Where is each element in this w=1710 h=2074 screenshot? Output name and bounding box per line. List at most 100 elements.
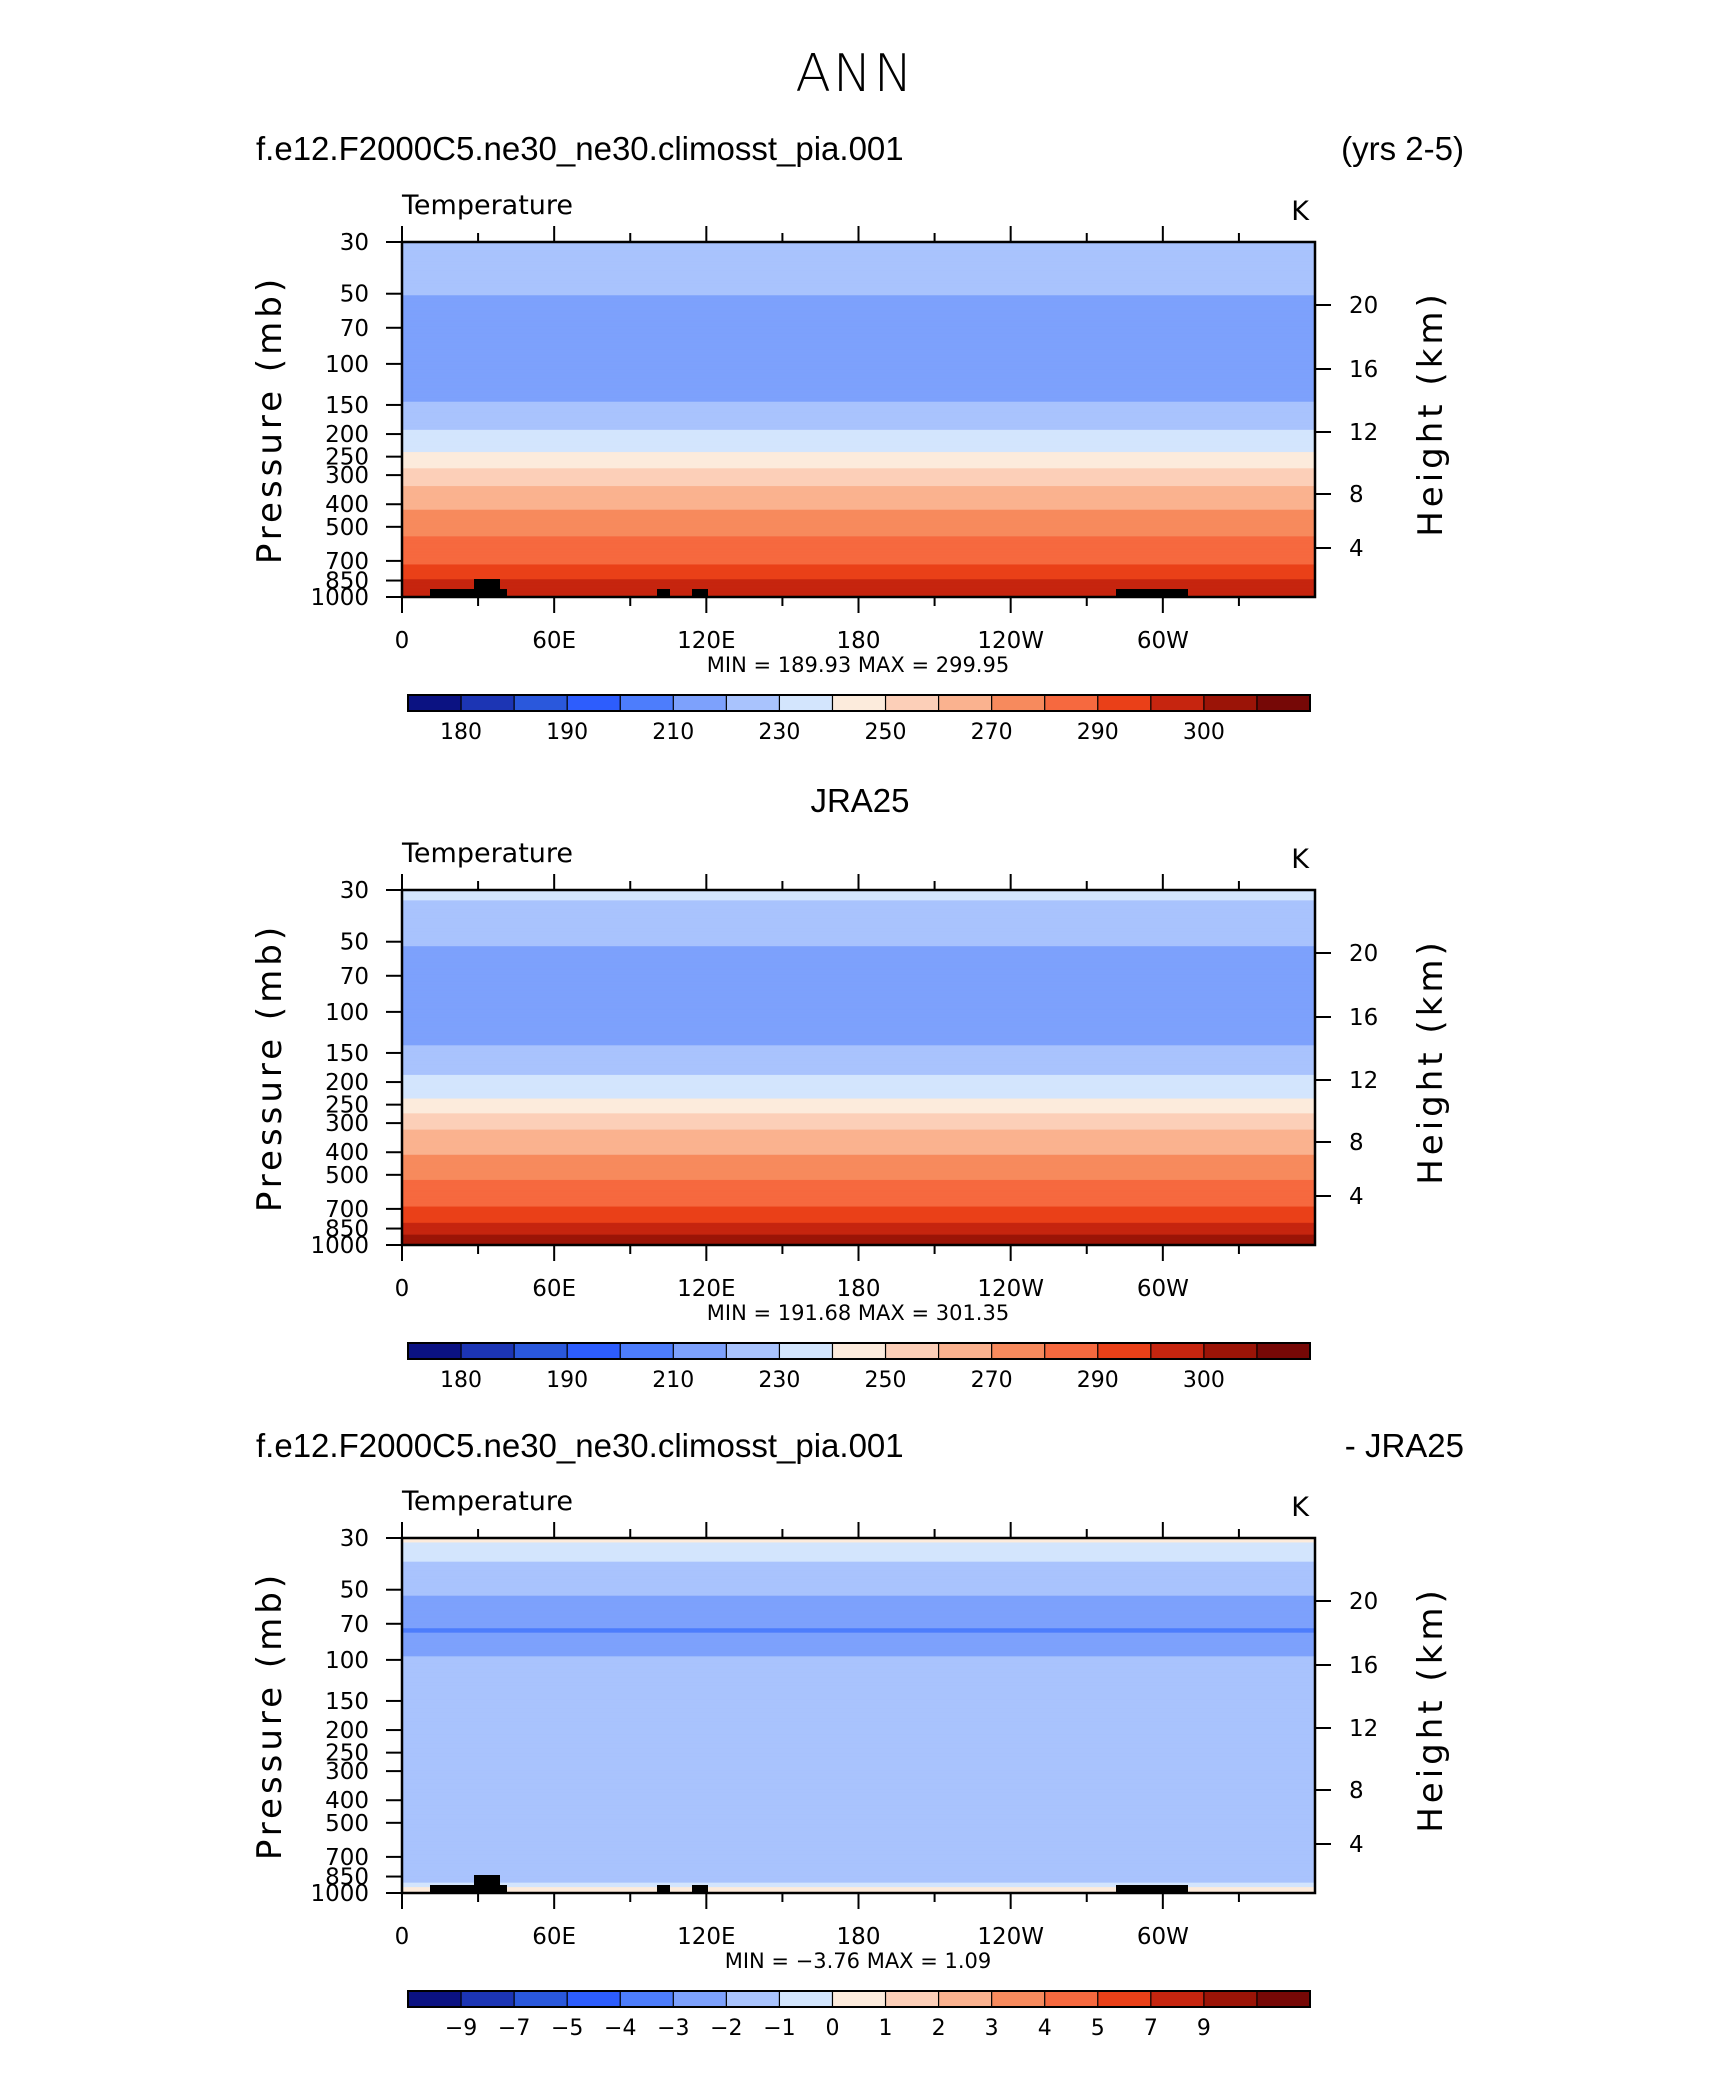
contour-band <box>402 247 1315 250</box>
contour-band <box>402 562 1315 566</box>
contour-band <box>402 1790 1315 1794</box>
contour-band <box>402 1870 1315 1873</box>
contour-band <box>402 315 1315 319</box>
contour-band <box>402 1718 1315 1721</box>
contour-band <box>402 404 1315 407</box>
contour-band <box>402 1611 1315 1615</box>
colorbar: 180 190 210 230 250 270 290 300 <box>407 1342 1311 1393</box>
contour-band <box>402 1663 1315 1666</box>
panel3-case-caption: f.e12.F2000C5.ne30_ne30.climosst_pia.001 <box>256 1427 904 1464</box>
contour-band <box>402 586 1315 589</box>
contour-band <box>402 1129 1315 1132</box>
contour-band <box>402 1068 1315 1072</box>
contour-band <box>402 1684 1315 1687</box>
contour-band <box>402 443 1315 446</box>
contour-band <box>402 450 1315 453</box>
contour-band <box>402 1011 1315 1014</box>
contour-band <box>402 1070 1315 1073</box>
contour-band <box>402 531 1315 534</box>
contour-band <box>402 1731 1315 1734</box>
y-tick-label: 1000 <box>310 1881 369 1907</box>
contour-band <box>402 915 1315 918</box>
contour-band <box>402 906 1315 909</box>
contour-band <box>402 947 1315 950</box>
contour-band <box>402 1178 1315 1181</box>
y-tick-label: 250 <box>325 1741 369 1767</box>
contour-band <box>402 1823 1315 1826</box>
contour-band <box>402 308 1315 311</box>
contour-band <box>402 1055 1315 1058</box>
contour-band <box>402 1131 1315 1134</box>
contour-band <box>402 407 1315 410</box>
contour-band <box>402 1165 1315 1168</box>
colorbar-swatch <box>513 1990 569 2008</box>
contour-band <box>402 1196 1315 1199</box>
contour-band <box>402 412 1315 415</box>
contour-band <box>402 518 1315 521</box>
colorbar-swatch <box>991 694 1046 712</box>
contour-band <box>402 1071 1315 1075</box>
y-tick-label: 200 <box>325 1070 369 1096</box>
contour-band <box>402 438 1315 441</box>
contour-band <box>402 940 1315 943</box>
contour-band <box>402 1785 1315 1788</box>
contour-band <box>402 1770 1315 1773</box>
y-tick-label: 150 <box>325 393 369 419</box>
contour-band <box>402 392 1315 395</box>
contour-band <box>402 1570 1315 1573</box>
colorbar-swatch <box>460 694 516 712</box>
colorbar-swatch <box>937 694 993 712</box>
contour-band <box>402 892 1315 896</box>
contour-band <box>402 1677 1315 1680</box>
contour-band <box>402 281 1315 285</box>
contour-band <box>402 1100 1315 1103</box>
colorbar-swatch <box>778 1342 834 1360</box>
contour-band <box>402 457 1315 461</box>
y-tick-label: 100 <box>325 352 369 378</box>
y-tick-label: 300 <box>325 463 369 489</box>
contour-band <box>402 546 1315 549</box>
contour-band <box>402 349 1315 353</box>
contour-band <box>402 1125 1315 1128</box>
contour-band <box>402 1543 1315 1546</box>
colorbar: 180 190 210 230 250 270 290 300 <box>407 694 1311 745</box>
contour-band <box>402 1147 1315 1150</box>
colorbar-swatch <box>619 694 675 712</box>
colorbar-label: 250 <box>865 720 907 745</box>
contour-band <box>402 1869 1315 1872</box>
contour-band <box>402 912 1315 915</box>
contour-band <box>402 1549 1315 1552</box>
contour-band <box>402 1564 1315 1567</box>
colorbar-swatch <box>1097 694 1152 712</box>
contour-band <box>402 489 1315 492</box>
colorbar-swatch <box>619 1342 675 1360</box>
contour-band <box>402 246 1315 249</box>
contour-band <box>402 1727 1315 1730</box>
contour-band <box>402 1021 1315 1024</box>
contour-band <box>402 318 1315 321</box>
y-tick-label: 1000 <box>310 585 369 611</box>
contour-band <box>402 1026 1315 1029</box>
colorbar-label: −1 <box>763 2016 795 2041</box>
panel-units: K <box>1291 844 1310 875</box>
contour-band <box>402 1595 1315 1598</box>
contour-band <box>402 293 1315 296</box>
contour-band <box>402 437 1315 440</box>
contour-band <box>402 336 1315 339</box>
contour-band <box>402 1221 1315 1224</box>
contour-band <box>402 1239 1315 1242</box>
contour-band <box>402 1108 1315 1111</box>
y-right-axis-title: Height (km) <box>1411 1586 1451 1833</box>
y-tick-label: 100 <box>325 1648 369 1674</box>
contour-band <box>402 1598 1315 1601</box>
contour-band <box>402 333 1315 336</box>
contour-band <box>402 320 1315 323</box>
colorbar-swatch <box>831 1990 887 2008</box>
topography-block <box>692 589 708 597</box>
contour-band <box>402 1205 1315 1208</box>
y-right-tick-label: 12 <box>1349 1716 1378 1742</box>
contour-band <box>402 1548 1315 1551</box>
contour-band <box>402 382 1315 385</box>
y-tick-label: 1000 <box>310 1233 369 1259</box>
